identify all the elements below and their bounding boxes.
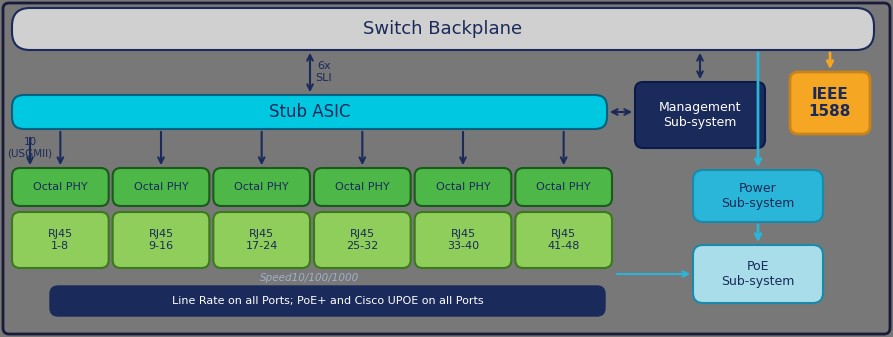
- FancyBboxPatch shape: [515, 168, 612, 206]
- Text: Octal PHY: Octal PHY: [234, 182, 289, 192]
- FancyBboxPatch shape: [12, 95, 607, 129]
- Text: Line Rate on all Ports; PoE+ and Cisco UPOE on all Ports: Line Rate on all Ports; PoE+ and Cisco U…: [171, 296, 483, 306]
- Text: Speed10/100/1000: Speed10/100/1000: [261, 273, 360, 283]
- FancyBboxPatch shape: [790, 72, 870, 134]
- Text: Octal PHY: Octal PHY: [436, 182, 490, 192]
- Text: 6x
SLI: 6x SLI: [316, 61, 332, 83]
- Text: Octal PHY: Octal PHY: [335, 182, 389, 192]
- Text: RJ45
25-32: RJ45 25-32: [346, 229, 379, 251]
- Text: RJ45
17-24: RJ45 17-24: [246, 229, 278, 251]
- FancyBboxPatch shape: [693, 170, 823, 222]
- Text: Octal PHY: Octal PHY: [537, 182, 591, 192]
- FancyBboxPatch shape: [314, 212, 411, 268]
- Text: PoE
Sub-system: PoE Sub-system: [722, 260, 795, 288]
- FancyBboxPatch shape: [635, 82, 765, 148]
- Text: Octal PHY: Octal PHY: [134, 182, 188, 192]
- FancyBboxPatch shape: [414, 168, 512, 206]
- FancyBboxPatch shape: [50, 286, 605, 316]
- Text: RJ45
41-48: RJ45 41-48: [547, 229, 580, 251]
- FancyBboxPatch shape: [113, 212, 209, 268]
- FancyBboxPatch shape: [3, 3, 890, 334]
- FancyBboxPatch shape: [12, 212, 109, 268]
- Text: RJ45
33-40: RJ45 33-40: [446, 229, 479, 251]
- Text: Power
Sub-system: Power Sub-system: [722, 182, 795, 210]
- FancyBboxPatch shape: [12, 8, 874, 50]
- Text: RJ45
9-16: RJ45 9-16: [148, 229, 173, 251]
- FancyBboxPatch shape: [213, 168, 310, 206]
- Text: 10
(USGMII): 10 (USGMII): [7, 137, 53, 159]
- FancyBboxPatch shape: [213, 212, 310, 268]
- Text: RJ45
1-8: RJ45 1-8: [47, 229, 73, 251]
- Text: IEEE
1588: IEEE 1588: [809, 87, 851, 119]
- Text: Octal PHY: Octal PHY: [33, 182, 88, 192]
- Text: Management
Sub-system: Management Sub-system: [659, 101, 741, 129]
- FancyBboxPatch shape: [12, 168, 109, 206]
- Text: Switch Backplane: Switch Backplane: [363, 20, 522, 38]
- FancyBboxPatch shape: [515, 212, 612, 268]
- FancyBboxPatch shape: [113, 168, 209, 206]
- FancyBboxPatch shape: [314, 168, 411, 206]
- FancyBboxPatch shape: [414, 212, 512, 268]
- FancyBboxPatch shape: [693, 245, 823, 303]
- Text: Stub ASIC: Stub ASIC: [269, 103, 350, 121]
